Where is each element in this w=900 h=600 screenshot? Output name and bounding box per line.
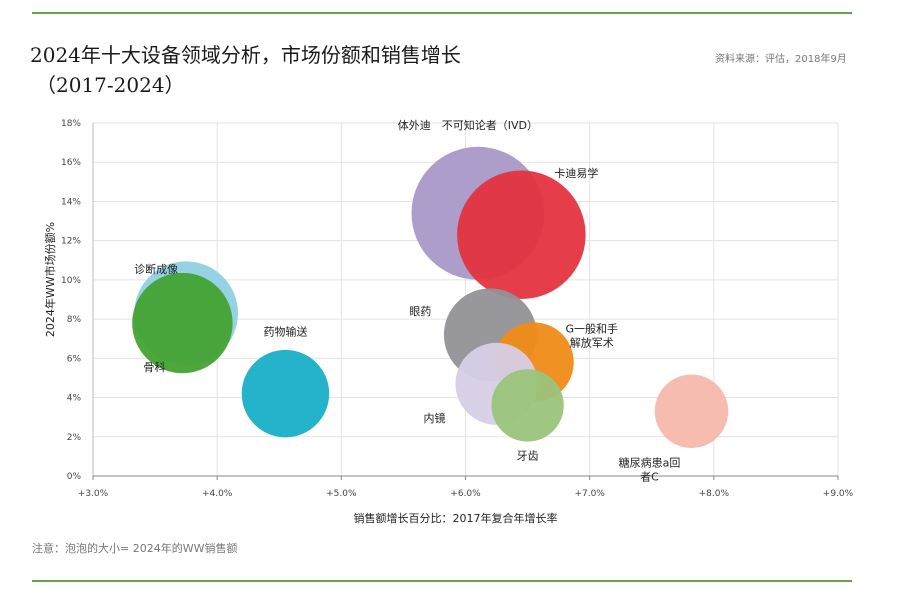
- bubble-1: [132, 272, 233, 374]
- y-tick-label: 18%: [61, 119, 81, 129]
- bubble-label-7: 内镜: [424, 411, 446, 425]
- bubble-label-9: 糖尿病患a回者C: [619, 455, 681, 483]
- bubble-label-5: 眼药: [409, 305, 431, 318]
- x-tick-label: +5.0%: [326, 489, 357, 499]
- y-tick-label: 8%: [67, 315, 82, 325]
- bubble-label-4: 卡迪易学: [554, 166, 598, 180]
- bubble-2: [241, 349, 330, 438]
- x-axis-label: 销售额增长百分比：2017年复合年增长率: [354, 511, 558, 525]
- chart-title: 2024年十大设备领域分析，市场份额和销售增长 （2017-2024）: [30, 40, 461, 100]
- y-axis-label: 2024年WW市场份额%: [43, 222, 57, 337]
- y-tick-label: 14%: [61, 197, 81, 207]
- bubble-label-3: 体外迪 不可知论者（IVD）: [398, 118, 538, 132]
- chart-title-line1: 2024年十大设备领域分析，市场份额和销售增长: [30, 43, 461, 67]
- bubble-label-1: 骨科: [143, 360, 165, 374]
- chart-title-line2: （2017-2024）: [36, 73, 185, 97]
- bubble-4: [457, 170, 586, 300]
- bubble-9: [654, 374, 729, 449]
- x-tick-label: +8.0%: [699, 489, 730, 499]
- bubble-label-0: 诊断成像: [134, 262, 178, 276]
- y-tick-label: 4%: [67, 394, 82, 404]
- x-tick-label: +7.0%: [574, 489, 605, 499]
- bubble-label-8: 牙齿: [517, 449, 539, 462]
- y-tick-label: 16%: [61, 158, 81, 168]
- bubble-label-6: G一般和手解放军术: [566, 321, 619, 349]
- y-tick-label: 0%: [67, 472, 82, 482]
- y-tick-label: 6%: [67, 354, 82, 364]
- x-tick-label: +3.0%: [78, 489, 109, 499]
- bubble-label-2: 药物输送: [263, 325, 307, 339]
- y-tick-label: 10%: [61, 276, 81, 286]
- x-tick-label: +6.0%: [450, 489, 481, 499]
- y-tick-label: 2%: [67, 433, 82, 443]
- x-tick-label: +9.0%: [823, 489, 854, 499]
- source-note: 资料来源：评估，2018年9月: [715, 54, 847, 65]
- bottom-rule: [32, 580, 852, 582]
- size-note: 注意：泡泡的大小= 2024年的WW销售额: [32, 542, 238, 555]
- bubble-8: [491, 369, 564, 442]
- y-tick-label: 12%: [61, 237, 81, 247]
- x-tick-label: +4.0%: [202, 489, 233, 499]
- top-rule: [32, 12, 852, 14]
